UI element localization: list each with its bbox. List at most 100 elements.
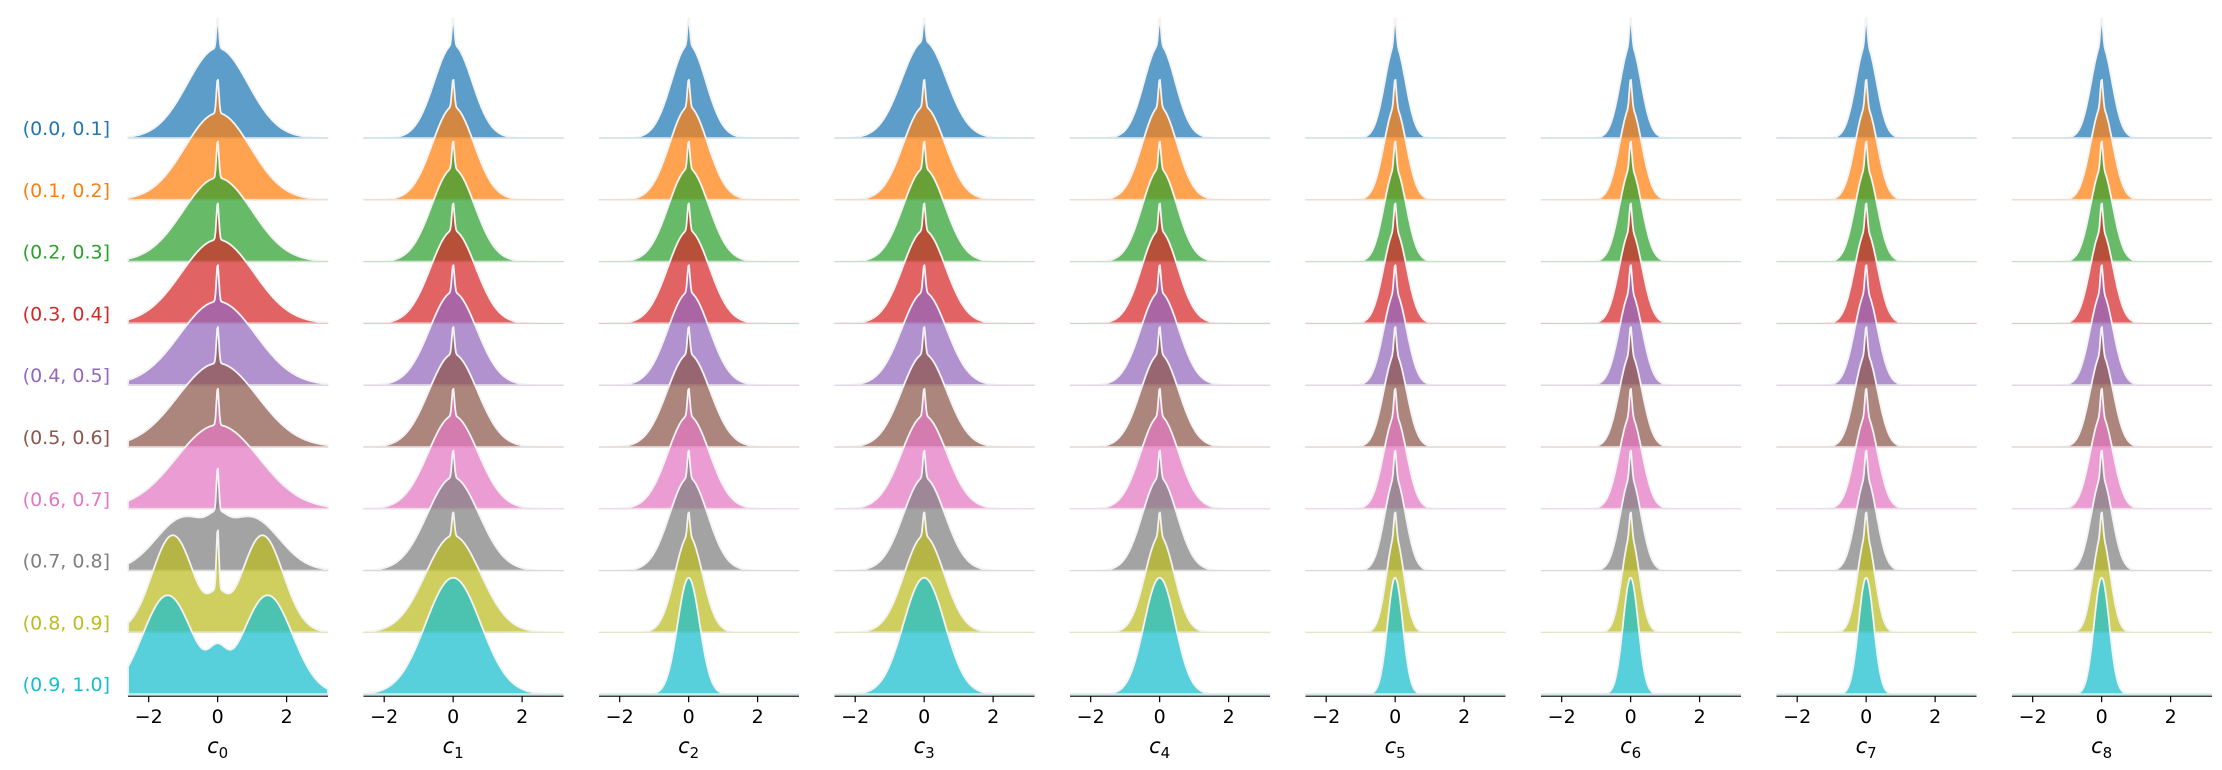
density-ridge: [1304, 511, 1507, 634]
density-ridge: [362, 449, 565, 572]
x-tick-label: 0: [1860, 706, 1872, 728]
density-ridge: [2011, 449, 2213, 572]
density-ridge: [127, 594, 329, 696]
x-tick-label: 0: [1154, 706, 1166, 728]
density-ridge: [362, 17, 565, 139]
ridgeline-panel: −2 0 2 c0: [127, 17, 329, 762]
density-ridge: [127, 202, 329, 325]
row-label: (0.1, 0.2]: [23, 180, 110, 202]
density-ridge: [833, 511, 1036, 634]
density-ridge: [1069, 511, 1271, 634]
x-axis-label: c1: [443, 734, 464, 762]
density-ridge: [362, 576, 565, 696]
density-ridge: [598, 264, 800, 387]
density-ridge: [2011, 387, 2213, 510]
x-tick-label: 0: [918, 706, 930, 728]
x-tick-label: 0: [1625, 706, 1637, 728]
density-ridge: [598, 449, 800, 572]
row-label: (0.3, 0.4]: [23, 303, 110, 325]
row-labels: (0.0, 0.1] (0.1, 0.2] (0.2, 0.3] (0.3, 0.4]…: [23, 118, 110, 696]
density-ridge: [127, 326, 329, 448]
ridgeline-panel: −2 0 2 c1: [362, 17, 565, 762]
density-ridge: [127, 17, 329, 139]
x-tick-label: 2: [281, 706, 293, 728]
density-ridge: [598, 576, 800, 696]
density-ridge: [1069, 78, 1271, 201]
density-ridge: [598, 387, 800, 510]
x-axis-label: c7: [1856, 734, 1877, 762]
row-label: (0.0, 0.1]: [23, 118, 110, 140]
density-ridge: [1069, 202, 1271, 325]
x-tick-label: −2: [1077, 706, 1105, 728]
density-ridge: [362, 387, 565, 510]
x-axis-label: c3: [914, 734, 935, 762]
density-ridge: [1069, 326, 1271, 448]
ridgeline-panel: −2 0 2 c7: [1775, 17, 1978, 762]
density-ridge: [1775, 140, 1978, 263]
density-ridge: [1304, 449, 1507, 572]
density-ridge: [598, 202, 800, 325]
x-tick-label: 0: [1389, 706, 1401, 728]
density-ridge: [1540, 511, 1742, 634]
density-ridge: [1304, 326, 1507, 448]
x-tick-label: −2: [606, 706, 634, 728]
x-tick-label: 2: [1223, 706, 1235, 728]
x-axis-label: c5: [1385, 734, 1406, 762]
x-tick-label: 0: [447, 706, 459, 728]
row-label: (0.9, 1.0]: [23, 674, 110, 696]
ridgeline-panels: −2 0 2 c0 −2 0 2 c1 −2 0 2 c2 −2 0 2 c3 −2 0 2 c4 −2 0 2 c5 −2 0 2…: [127, 17, 2213, 762]
density-ridge: [833, 140, 1036, 263]
x-tick-label: −2: [2019, 706, 2047, 728]
row-label: (0.8, 0.9]: [23, 612, 110, 634]
x-tick-label: −2: [1548, 706, 1576, 728]
x-tick-label: 2: [752, 706, 764, 728]
density-ridge: [2011, 78, 2213, 201]
ridgeline-panel: −2 0 2 c5: [1304, 17, 1507, 762]
x-tick-label: −2: [841, 706, 869, 728]
density-ridge: [833, 202, 1036, 325]
x-axis-label: c0: [207, 734, 228, 762]
density-ridge: [1304, 202, 1507, 325]
density-ridge: [1069, 387, 1271, 510]
density-ridge: [127, 387, 329, 510]
density-ridge: [362, 264, 565, 387]
x-tick-label: 0: [2096, 706, 2108, 728]
density-ridge: [833, 387, 1036, 510]
density-ridge: [127, 140, 329, 263]
ridgeline-panel: −2 0 2 c2: [598, 17, 800, 762]
density-ridge: [2011, 140, 2213, 263]
density-ridge: [1069, 140, 1271, 263]
row-label: (0.7, 0.8]: [23, 551, 110, 573]
x-tick-label: 2: [1694, 706, 1706, 728]
x-tick-label: 0: [212, 706, 224, 728]
density-ridge: [1304, 264, 1507, 387]
density-ridge: [127, 264, 329, 387]
x-axis-label: c2: [678, 734, 699, 762]
density-ridge: [833, 576, 1036, 696]
density-ridge: [1775, 202, 1978, 325]
density-ridge: [1540, 78, 1742, 201]
density-ridge: [1304, 78, 1507, 201]
density-ridge: [127, 78, 329, 201]
density-ridge: [833, 264, 1036, 387]
density-ridge: [362, 326, 565, 448]
density-ridge: [1304, 576, 1507, 696]
ridgeline-panel: −2 0 2 c3: [833, 17, 1036, 762]
density-ridge: [1775, 511, 1978, 634]
density-ridge: [1540, 387, 1742, 510]
density-ridge: [2011, 326, 2213, 448]
row-label: (0.2, 0.3]: [23, 242, 110, 264]
density-ridge: [1775, 576, 1978, 696]
density-ridge: [1775, 326, 1978, 448]
ridgeline-panel: −2 0 2 c4: [1069, 17, 1271, 762]
density-ridge: [1069, 17, 1271, 139]
density-ridge: [1775, 17, 1978, 139]
density-ridge: [1540, 140, 1742, 263]
x-tick-label: −2: [1783, 706, 1811, 728]
density-ridge: [598, 326, 800, 448]
density-ridge: [1775, 78, 1978, 201]
x-tick-label: 2: [1929, 706, 1941, 728]
x-tick-label: −2: [370, 706, 398, 728]
density-ridge: [1775, 264, 1978, 387]
